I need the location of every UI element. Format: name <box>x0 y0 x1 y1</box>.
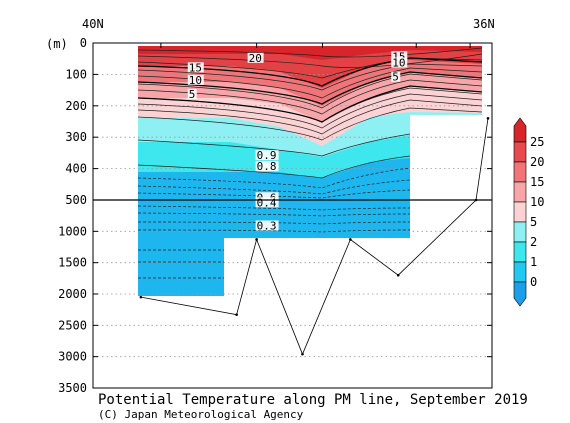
contour-label-bg <box>247 52 264 63</box>
contour-label: 20 <box>249 52 262 65</box>
contour-label-bg <box>391 57 408 68</box>
y-tick-label: 2000 <box>58 287 87 301</box>
colorbar-segment <box>513 281 527 307</box>
colorbar-label: 15 <box>530 175 544 189</box>
y-tick-label: 3500 <box>58 381 87 395</box>
fill-mid-deep-water <box>138 150 410 200</box>
colorbar-segment <box>513 261 527 283</box>
bottom-profile-line <box>140 118 489 356</box>
contour-solid <box>137 133 411 157</box>
colorbar-label: 1 <box>530 255 537 269</box>
y-tick-label: 100 <box>65 67 87 81</box>
contour-label: 10 <box>392 57 405 70</box>
y-tick-label: 400 <box>65 162 87 176</box>
x-label-left: 40N <box>82 17 104 31</box>
contour-label-bg <box>187 62 204 73</box>
colorbar-label: 25 <box>530 135 544 149</box>
contour-label: 0.8 <box>257 160 277 173</box>
x-label-right: 36N <box>473 17 495 31</box>
colorbar-label: 10 <box>530 195 544 209</box>
fill-deep-water <box>138 190 410 296</box>
colorbar-label: 0 <box>530 275 537 289</box>
contour-dashed <box>137 179 411 195</box>
contour-solid <box>137 155 411 179</box>
contour-label: 10 <box>189 74 202 87</box>
contour-solid <box>137 67 483 99</box>
y-unit-label: (m) <box>46 37 68 51</box>
bottom-profile-point <box>139 295 143 299</box>
contour-solid <box>137 63 483 91</box>
colorbar-segment <box>513 117 527 143</box>
fill-band-25-plus <box>138 46 482 60</box>
contour-dashed <box>137 221 411 225</box>
bottom-profile-point <box>301 352 304 356</box>
contour-dashed <box>137 212 411 217</box>
depth-tick-labels: 0 100 200 300 400 500 1000 1500 2000 2500 3000 3500 <box>58 36 87 395</box>
colorbar-segment <box>513 141 527 163</box>
contour-label-bg <box>391 51 408 62</box>
contour-label: 15 <box>189 61 202 74</box>
bottom-topography <box>139 117 490 356</box>
contour-major <box>137 71 483 105</box>
contour-label: 5 <box>392 71 399 84</box>
y-tick-label: 2500 <box>58 318 87 332</box>
contour-solid <box>137 79 483 115</box>
chart-title: Potential Temperature along PM line, Sep… <box>98 392 528 408</box>
y-tick-label: 1500 <box>58 256 87 270</box>
credit-text: (C) Japan Meteorological Agency <box>98 408 304 421</box>
contour-label-bg <box>187 74 204 85</box>
contour-solid <box>137 53 483 68</box>
contour-major <box>137 57 483 87</box>
contour-solid <box>137 99 483 135</box>
bottom-profile-point <box>255 238 258 241</box>
colorbar-segment <box>513 181 527 203</box>
contour-label-bg <box>187 88 197 99</box>
contour-label: 0.9 <box>257 149 277 162</box>
colorbar-label: 20 <box>530 155 544 169</box>
contour-label-bg <box>255 150 279 161</box>
y-tick-label: 1000 <box>58 224 87 238</box>
grid-lines <box>93 74 492 358</box>
colorbar-segment <box>513 221 527 243</box>
contour-solid <box>137 73 483 109</box>
y-tick-label: 200 <box>65 99 87 113</box>
contour-label-bg <box>255 220 279 231</box>
contour-solid <box>137 93 483 129</box>
y-tick-label: 3000 <box>58 350 87 364</box>
contour-dashed <box>137 189 411 199</box>
y-tick-label: 500 <box>65 193 87 207</box>
y-tick-label: 300 <box>65 130 87 144</box>
contour-solid <box>137 107 483 141</box>
contour-label: 0.4 <box>257 196 277 209</box>
colorbar-segment <box>513 241 527 263</box>
contour-solid <box>137 47 483 58</box>
colorbar-segment <box>513 161 527 183</box>
y-tick-label: 0 <box>80 36 87 50</box>
contour-dashed <box>137 229 411 233</box>
contour-label: 0.3 <box>257 219 277 232</box>
contour-label-bg <box>255 197 279 208</box>
colorbar-label: 5 <box>530 215 537 229</box>
bottom-profile-point <box>235 313 238 316</box>
contour-dashed <box>137 205 411 211</box>
colorbar-label: 2 <box>530 235 537 249</box>
contour-lines <box>137 47 483 279</box>
colorbar-segment <box>513 201 527 223</box>
contour-label-bg <box>255 161 279 172</box>
bottom-profile-point <box>349 238 352 241</box>
bottom-profile-point <box>396 273 400 277</box>
contour-major <box>137 85 483 123</box>
contour-label-bg <box>391 71 401 82</box>
axis-ticks <box>93 42 492 389</box>
bottom-profile-point <box>486 117 490 120</box>
plot-frame <box>92 42 493 389</box>
contour-dashed <box>137 167 411 189</box>
contour-label: 5 <box>189 88 196 101</box>
contour-label-bg <box>255 192 279 203</box>
fill-band-2-5 <box>138 110 482 157</box>
